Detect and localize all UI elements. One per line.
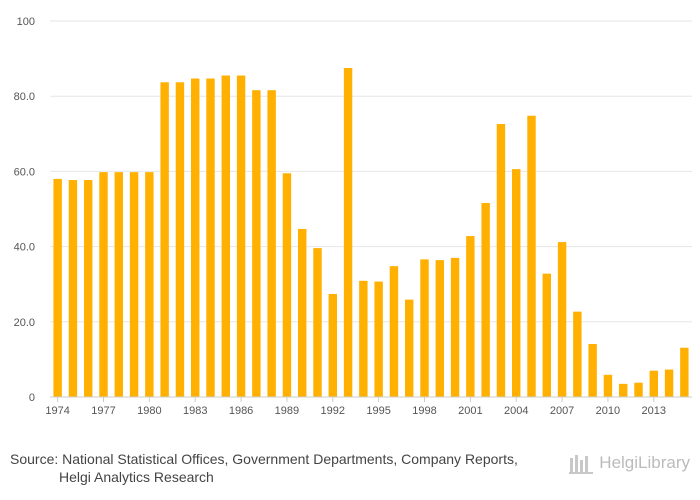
bar-1975[interactable]: [68, 180, 78, 397]
bar-1993[interactable]: [343, 68, 353, 397]
bar-1999[interactable]: [435, 260, 444, 397]
x-tick-label: 1983: [183, 405, 207, 417]
x-tick-label: 1992: [321, 405, 345, 417]
bar-1977[interactable]: [99, 172, 108, 397]
bar-2002[interactable]: [481, 202, 490, 397]
bar-1980[interactable]: [145, 172, 154, 397]
brand-logo[interactable]: HelgiLibrary: [569, 452, 690, 474]
bar-2006[interactable]: [542, 273, 551, 397]
bar-1986[interactable]: [236, 75, 246, 398]
bar-1983[interactable]: [191, 78, 200, 397]
y-tick-label: 0: [29, 392, 35, 404]
bar-1984[interactable]: [206, 78, 215, 397]
bar-1987[interactable]: [252, 90, 261, 398]
bar-2012[interactable]: [634, 382, 643, 397]
bar-1994[interactable]: [359, 280, 368, 397]
bar-1997[interactable]: [405, 299, 414, 397]
x-axis-ticks: 1974 1977 1980 1983 1986 1989 1992 1995 1998 2001…: [45, 397, 666, 417]
y-tick-label: 80.0: [14, 91, 35, 103]
bar-2007[interactable]: [557, 242, 567, 397]
bar-2005[interactable]: [527, 115, 536, 397]
bar-1978[interactable]: [114, 172, 123, 397]
bar-2000[interactable]: [450, 257, 460, 397]
source-line-1: Source: National Statistical Offices, Go…: [10, 451, 518, 467]
y-axis-ticks: 0 20.0 40.0 60.0 80.0 100: [14, 16, 35, 404]
bar-1974[interactable]: [53, 178, 62, 397]
bar-2014[interactable]: [664, 369, 674, 397]
x-tick-label: 2010: [596, 405, 620, 417]
grid-lines: [50, 20, 692, 323]
bar-1988[interactable]: [267, 90, 276, 398]
bar-1998[interactable]: [420, 259, 429, 397]
x-tick-label: 2001: [458, 405, 482, 417]
bar-1976[interactable]: [84, 180, 93, 397]
y-tick-label: 60.0: [14, 166, 35, 178]
x-tick-label: 1989: [275, 405, 299, 417]
x-tick-label: 2013: [642, 405, 666, 417]
bar-2001[interactable]: [466, 236, 475, 397]
bar-series: [53, 68, 689, 398]
bar-1992[interactable]: [328, 293, 337, 397]
y-tick-label: 40.0: [14, 242, 35, 254]
bar-2010[interactable]: [603, 374, 613, 397]
bar-1985[interactable]: [221, 75, 230, 398]
bar-2004[interactable]: [512, 169, 521, 397]
bar-2011[interactable]: [619, 383, 628, 397]
bar-1991[interactable]: [313, 248, 322, 397]
bar-1990[interactable]: [298, 228, 307, 397]
bar-2015[interactable]: [680, 347, 689, 397]
x-tick-label: 1977: [91, 405, 115, 417]
x-tick-label: 2007: [550, 405, 574, 417]
x-tick-label: 1998: [412, 405, 436, 417]
bar-1996[interactable]: [389, 266, 399, 397]
y-tick-label: 20.0: [14, 317, 35, 329]
library-icon: [569, 455, 594, 474]
bar-2008[interactable]: [573, 311, 582, 397]
x-tick-label: 1986: [229, 405, 253, 417]
source-line-2: Helgi Analytics Research: [59, 469, 214, 485]
bar-1982[interactable]: [175, 82, 185, 397]
x-tick-label: 1974: [45, 405, 69, 417]
y-tick-label: 100: [17, 16, 35, 28]
bar-2009[interactable]: [588, 343, 597, 397]
bar-2003[interactable]: [496, 124, 506, 398]
bar-1995[interactable]: [374, 281, 383, 397]
source-note: Source: National Statistical Offices, Go…: [10, 450, 518, 486]
bar-2013[interactable]: [649, 370, 658, 397]
bar-chart: 0 20.0 40.0 60.0 80.0 100 1974 1977 1980 1983 198…: [14, 16, 692, 417]
bar-1979[interactable]: [129, 172, 139, 397]
bar-1981[interactable]: [160, 82, 169, 397]
brand-name: HelgiLibrary: [599, 453, 690, 472]
x-tick-label: 2004: [504, 405, 528, 417]
x-tick-label: 1980: [137, 405, 161, 417]
bar-1989[interactable]: [282, 173, 292, 397]
x-tick-label: 1995: [366, 405, 390, 417]
chart-footer: Source: National Statistical Offices, Go…: [0, 440, 700, 500]
